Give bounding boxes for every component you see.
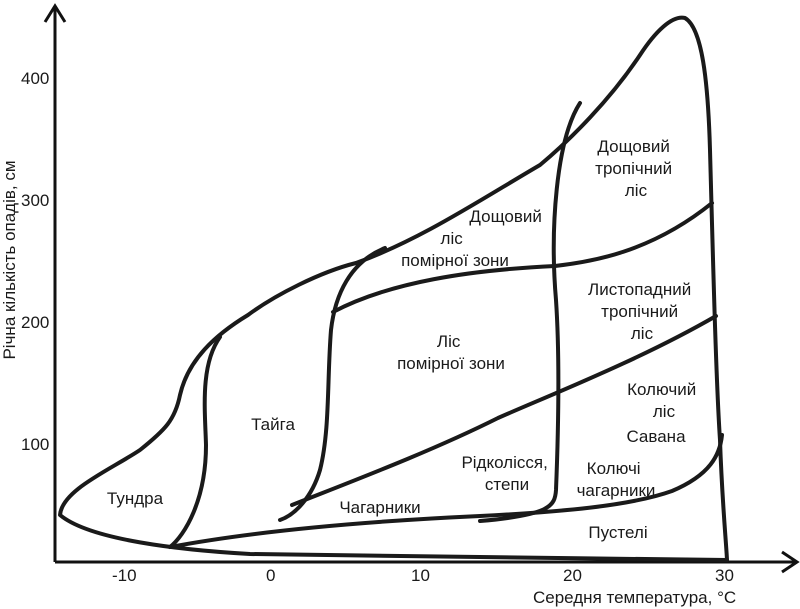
y-tick-200: 200 xyxy=(21,313,49,332)
label-thorn-forest: Колючий ліс xyxy=(627,380,701,421)
biome-boundaries xyxy=(58,15,729,562)
label-shrubland: Чагарники xyxy=(339,498,420,517)
outer-boundary xyxy=(58,15,729,562)
axes xyxy=(43,3,800,574)
label-temperate-rainforest: Дощовий ліс помірної зони xyxy=(401,207,546,270)
woodland-top-boundary xyxy=(290,314,718,507)
y-axis-title: Річна кількість опадів, см xyxy=(0,160,19,359)
shrubland-bottom-boundary xyxy=(168,433,724,549)
label-thorn-scrub: Колючі чагарники xyxy=(577,459,656,500)
y-tick-labels: 100 200 300 400 xyxy=(21,69,49,454)
label-woodland-steppe: Рідколісся, степи xyxy=(461,453,552,494)
taiga-left-boundary xyxy=(168,335,222,549)
x-tick-labels: -10 0 10 20 30 xyxy=(112,566,734,585)
label-savanna: Савана xyxy=(626,427,686,446)
biome-labels: Тундра Тайга Дощовий ліс помірної зони Л… xyxy=(107,137,701,542)
label-temperate-forest: Ліс помірної зони xyxy=(397,332,505,373)
label-tundra: Тундра xyxy=(107,489,164,508)
x-axis-title: Середня температура, °C xyxy=(533,588,736,607)
x-tick-30: 30 xyxy=(715,566,734,585)
y-axis-arrow xyxy=(43,3,67,23)
label-desert: Пустелі xyxy=(588,523,647,542)
y-tick-300: 300 xyxy=(21,191,49,210)
label-tropical-deciduous: Листопадний тропічний ліс xyxy=(588,280,696,343)
label-tropical-rainforest: Дощовий тропічний ліс xyxy=(595,137,677,200)
x-tick-10: 10 xyxy=(411,566,430,585)
y-tick-100: 100 xyxy=(21,435,49,454)
label-taiga: Тайга xyxy=(251,415,295,434)
y-tick-400: 400 xyxy=(21,69,49,88)
x-tick-0: 0 xyxy=(266,566,275,585)
taiga-right-boundary xyxy=(278,246,387,522)
x-tick-20: 20 xyxy=(563,566,582,585)
x-axis-arrow xyxy=(781,550,800,574)
tropical-left-boundary xyxy=(478,101,582,523)
x-tick-minus10: -10 xyxy=(112,566,137,585)
